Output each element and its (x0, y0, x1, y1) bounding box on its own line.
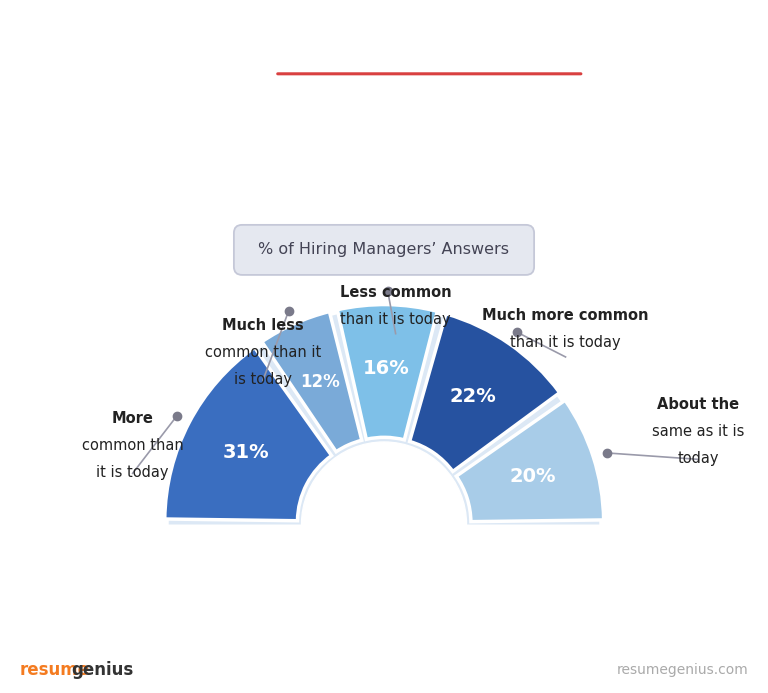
Text: 31%: 31% (222, 443, 269, 462)
Text: than it is today: than it is today (340, 312, 451, 326)
Text: same as it is: same as it is (652, 424, 744, 439)
Text: genius: genius (71, 662, 134, 679)
Text: it is today: it is today (97, 464, 169, 480)
Text: will be in the future?: will be in the future? (220, 82, 548, 109)
Text: common than it: common than it (205, 345, 321, 360)
Text: common than: common than (81, 438, 184, 453)
Text: Much less: Much less (222, 318, 304, 333)
Text: resume: resume (19, 662, 89, 679)
FancyBboxPatch shape (234, 225, 534, 275)
Wedge shape (337, 305, 437, 440)
Text: 22%: 22% (450, 387, 496, 405)
Circle shape (302, 442, 466, 607)
Wedge shape (456, 401, 604, 522)
Text: today: today (677, 450, 719, 466)
Circle shape (303, 443, 465, 606)
Text: Less common: Less common (339, 285, 452, 300)
Text: Skills-based hiring focuses on a candidate's knowledge and abilities: Skills-based hiring focuses on a candida… (111, 148, 657, 164)
Text: 20%: 20% (509, 467, 556, 486)
Text: How common do you think skills-based hiring: How common do you think skills-based hir… (28, 36, 740, 64)
Text: About the: About the (657, 397, 740, 412)
Text: 12%: 12% (300, 373, 340, 391)
Wedge shape (262, 312, 362, 452)
Text: More: More (111, 411, 154, 426)
Wedge shape (169, 309, 599, 525)
Text: is today: is today (234, 371, 292, 387)
Text: % of Hiring Managers’ Answers: % of Hiring Managers’ Answers (259, 243, 509, 257)
Text: over their education and work history.: over their education and work history. (231, 179, 537, 195)
Wedge shape (409, 314, 560, 471)
Text: resumegenius.com: resumegenius.com (617, 663, 749, 678)
Text: than it is today: than it is today (510, 335, 621, 350)
Text: Much more common: Much more common (482, 308, 649, 323)
Wedge shape (165, 347, 332, 520)
Text: 16%: 16% (363, 359, 410, 378)
